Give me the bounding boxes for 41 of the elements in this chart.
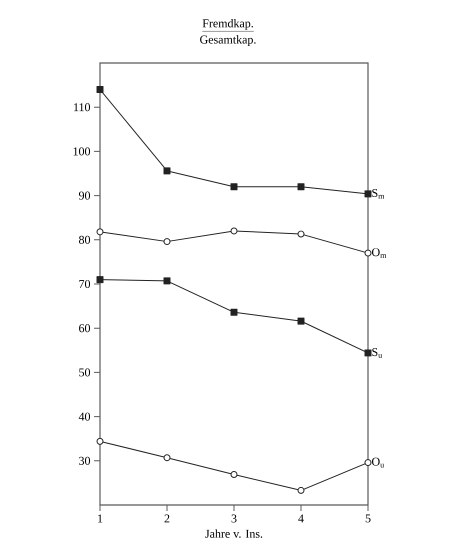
y-tick-label: 70 <box>79 280 90 288</box>
x-axis-title: Jahre v. Ins. <box>205 529 262 538</box>
point <box>230 183 238 190</box>
y-tick-label: 100 <box>74 147 90 156</box>
x-tick-label: 5 <box>366 514 371 522</box>
point <box>298 183 304 190</box>
point <box>164 167 170 174</box>
point <box>96 228 104 236</box>
x-tick-label: 3 <box>232 514 237 523</box>
x-tick-label: 2 <box>164 514 170 522</box>
point <box>230 471 238 478</box>
series-label: O$_{m}$ <box>372 248 386 258</box>
point <box>364 190 372 198</box>
chart-title: Fremdkap. <box>202 18 253 30</box>
point <box>96 86 104 94</box>
series-label: S$_{u}$ <box>372 348 382 358</box>
x-tick-label: 1 <box>98 514 102 522</box>
y-tick-label: 90 <box>78 192 90 200</box>
y-tick-label: 40 <box>78 412 90 421</box>
point <box>364 250 372 257</box>
point <box>230 308 238 316</box>
point <box>364 459 372 466</box>
chart-subtitle: Gesamtkap. <box>200 35 256 46</box>
point <box>298 318 304 325</box>
y-tick-label: 80 <box>79 236 90 244</box>
point <box>164 277 170 284</box>
point <box>364 349 372 356</box>
point <box>96 276 104 284</box>
y-tick-label: 60 <box>79 324 90 332</box>
point <box>96 438 104 445</box>
x-tick-label: 4 <box>298 514 304 522</box>
series-label: S$_{m}$ <box>372 188 384 199</box>
point <box>298 486 304 494</box>
point <box>298 230 304 238</box>
point <box>164 238 170 246</box>
y-tick-label: 30 <box>79 456 90 465</box>
point <box>230 227 238 234</box>
y-tick-label: 110 <box>74 103 90 112</box>
y-tick-label: 50 <box>79 368 90 376</box>
point <box>164 454 170 462</box>
series-label: O$_{u}$ <box>372 458 384 468</box>
